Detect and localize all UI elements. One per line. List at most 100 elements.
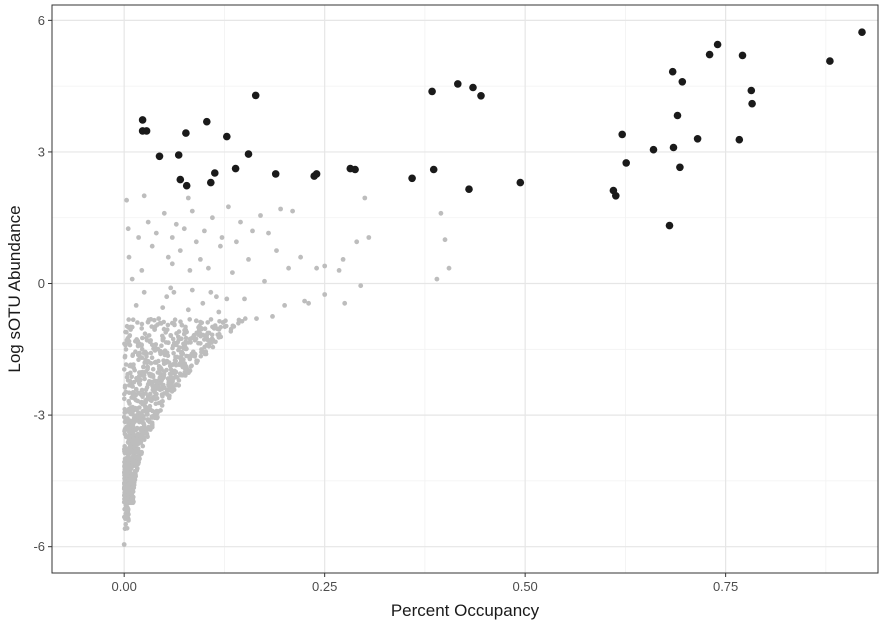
non-core-point bbox=[126, 398, 131, 404]
non-core-point bbox=[126, 426, 131, 431]
non-core-point bbox=[122, 447, 127, 452]
non-core-point bbox=[135, 398, 141, 404]
non-core-point bbox=[278, 206, 283, 212]
x-tick-label: 0.00 bbox=[112, 579, 137, 594]
non-core-point bbox=[144, 335, 149, 341]
non-core-point bbox=[125, 378, 131, 383]
non-core-point bbox=[136, 459, 141, 465]
non-core-point bbox=[126, 325, 131, 330]
minor-gridlines bbox=[52, 5, 878, 573]
non-core-point bbox=[208, 289, 214, 295]
non-core-point bbox=[152, 360, 158, 365]
non-core-point bbox=[302, 298, 307, 304]
non-core-point bbox=[262, 278, 267, 284]
non-core-point bbox=[205, 330, 211, 336]
non-core-point bbox=[131, 431, 136, 437]
non-core-point bbox=[181, 226, 187, 232]
non-core-point bbox=[172, 317, 178, 323]
non-core-point bbox=[126, 451, 132, 457]
core-point bbox=[668, 67, 677, 76]
non-core-point bbox=[171, 351, 176, 356]
non-core-point bbox=[122, 431, 128, 437]
non-core-point bbox=[125, 482, 131, 488]
non-core-point bbox=[155, 384, 161, 390]
core-point bbox=[207, 178, 215, 187]
non-core-point bbox=[174, 382, 179, 387]
non-core-point bbox=[141, 372, 147, 378]
non-core-point bbox=[130, 440, 136, 446]
non-core-point bbox=[152, 348, 158, 353]
non-core-point bbox=[129, 496, 135, 501]
non-core-point bbox=[187, 317, 192, 322]
non-core-point bbox=[148, 427, 153, 432]
non-core-point bbox=[131, 379, 137, 385]
non-core-point bbox=[254, 316, 259, 321]
non-core-point bbox=[170, 345, 175, 351]
core-point bbox=[748, 99, 756, 108]
non-core-point bbox=[358, 283, 364, 289]
core-point bbox=[665, 221, 674, 230]
non-core-point bbox=[149, 324, 154, 329]
non-core-point bbox=[198, 353, 204, 359]
non-core-point bbox=[222, 324, 228, 330]
non-core-point bbox=[173, 374, 179, 379]
core-point bbox=[465, 185, 473, 193]
core-point bbox=[351, 165, 359, 174]
non-core-point bbox=[161, 372, 167, 377]
core-point bbox=[176, 175, 185, 184]
x-axis-title: Percent Occupancy bbox=[391, 601, 540, 620]
non-core-point bbox=[150, 408, 155, 414]
non-core-point bbox=[132, 413, 137, 418]
non-core-point bbox=[322, 263, 328, 269]
non-core-point bbox=[192, 351, 198, 357]
core-point bbox=[477, 92, 485, 100]
non-core-point bbox=[122, 383, 128, 389]
non-core-point bbox=[223, 318, 228, 324]
core-point bbox=[676, 163, 684, 172]
non-core-point bbox=[239, 319, 245, 324]
non-core-point bbox=[123, 503, 129, 508]
non-core-point bbox=[142, 409, 147, 414]
non-core-point bbox=[154, 391, 159, 397]
non-core-point bbox=[176, 329, 182, 334]
non-core-point bbox=[131, 482, 137, 488]
non-core-point bbox=[342, 300, 348, 306]
non-core-point bbox=[161, 210, 167, 216]
non-core-point bbox=[134, 386, 139, 392]
non-core-point bbox=[354, 239, 360, 245]
non-core-point bbox=[123, 521, 128, 527]
non-core-point bbox=[158, 321, 164, 326]
non-core-point bbox=[336, 268, 342, 273]
non-core-point bbox=[199, 326, 204, 332]
non-core-point bbox=[446, 265, 452, 271]
non-core-point bbox=[130, 404, 135, 410]
non-core-point bbox=[274, 248, 279, 254]
core-point bbox=[271, 170, 280, 178]
non-core-point bbox=[164, 367, 169, 373]
non-core-point bbox=[168, 375, 174, 380]
non-core-point bbox=[122, 354, 128, 360]
non-core-point bbox=[165, 254, 171, 260]
non-core-point bbox=[125, 226, 131, 232]
y-tick-label: 6 bbox=[38, 13, 45, 28]
core-point bbox=[669, 143, 678, 152]
core-point bbox=[673, 111, 682, 120]
non-core-point bbox=[125, 465, 130, 470]
non-core-point bbox=[157, 365, 163, 370]
non-core-point bbox=[145, 219, 151, 225]
core-point bbox=[244, 150, 253, 158]
core-point bbox=[211, 169, 219, 177]
non-core-point bbox=[340, 257, 346, 262]
non-core-point bbox=[150, 373, 156, 378]
non-core-point bbox=[173, 369, 179, 375]
non-core-point bbox=[130, 478, 135, 484]
non-core-point bbox=[127, 342, 133, 348]
non-core-point bbox=[176, 334, 181, 340]
non-core-point bbox=[202, 344, 207, 350]
non-core-point bbox=[202, 326, 208, 332]
non-core-point bbox=[143, 357, 148, 363]
non-core-point bbox=[161, 335, 166, 341]
core-point bbox=[705, 50, 714, 59]
non-core-point bbox=[140, 335, 145, 341]
core-point bbox=[826, 57, 834, 65]
